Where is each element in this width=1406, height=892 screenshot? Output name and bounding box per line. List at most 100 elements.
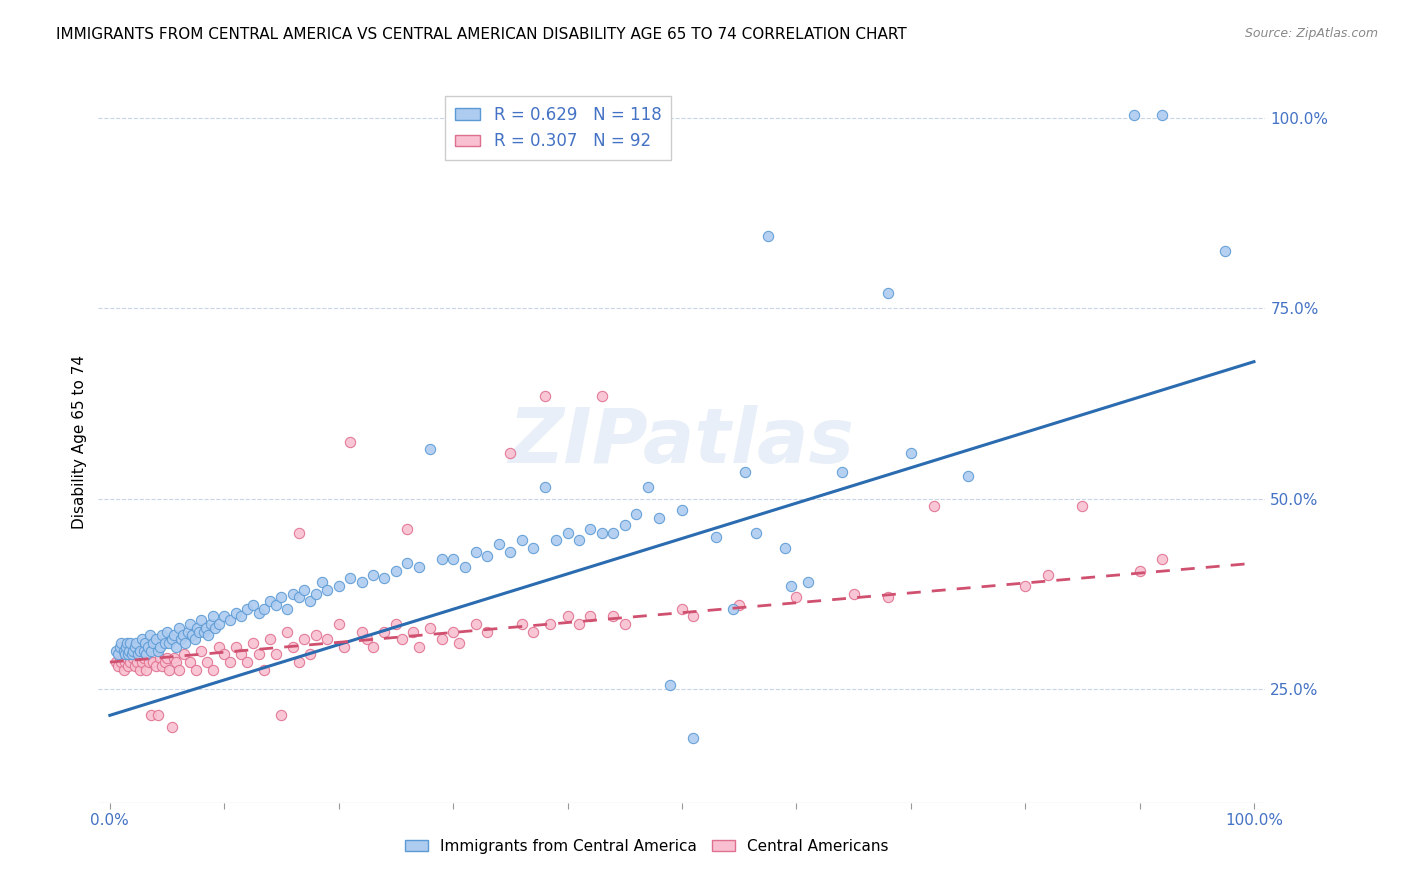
Point: [135, 648, 157, 662]
Point: [121, 651, 143, 665]
Point: [115, 640, 138, 654]
Point: [146, 643, 169, 657]
Point: [107, 648, 129, 662]
Point: [264, 648, 287, 662]
Point: [139, 643, 162, 657]
Point: [1152, 552, 1174, 566]
Point: [299, 594, 322, 608]
Point: [139, 628, 162, 642]
Point: [136, 640, 159, 654]
Point: [174, 636, 197, 650]
Point: [779, 579, 801, 593]
Point: [659, 678, 682, 692]
Point: [264, 598, 287, 612]
Point: [402, 624, 425, 639]
Point: [557, 525, 579, 540]
Point: [339, 434, 361, 449]
Point: [219, 655, 242, 669]
Point: [900, 446, 922, 460]
Point: [149, 640, 172, 654]
Point: [125, 636, 148, 650]
Point: [785, 591, 807, 605]
Point: [179, 617, 201, 632]
Point: [201, 663, 224, 677]
Point: [419, 442, 441, 457]
Point: [176, 624, 198, 639]
Point: [253, 602, 276, 616]
Y-axis label: Disability Age 65 to 74: Disability Age 65 to 74: [72, 354, 87, 529]
Point: [441, 552, 464, 566]
Point: [115, 636, 138, 650]
Point: [602, 609, 624, 624]
Point: [153, 636, 176, 650]
Point: [373, 571, 395, 585]
Point: [270, 591, 292, 605]
Point: [1014, 579, 1036, 593]
Point: [276, 602, 298, 616]
Point: [194, 621, 217, 635]
Point: [1122, 107, 1144, 121]
Point: [138, 655, 160, 669]
Point: [797, 575, 820, 590]
Point: [350, 575, 373, 590]
Point: [579, 522, 602, 536]
Point: [156, 651, 179, 665]
Point: [447, 636, 470, 650]
Point: [339, 571, 361, 585]
Point: [648, 510, 671, 524]
Point: [145, 632, 167, 647]
Point: [134, 651, 156, 665]
Point: [167, 663, 190, 677]
Point: [231, 648, 253, 662]
Point: [184, 663, 207, 677]
Point: [624, 507, 647, 521]
Point: [453, 560, 475, 574]
Point: [522, 624, 544, 639]
Point: [118, 643, 141, 657]
Point: [134, 636, 156, 650]
Point: [602, 525, 624, 540]
Point: [170, 632, 193, 647]
Point: [181, 628, 204, 642]
Point: [287, 525, 309, 540]
Point: [247, 648, 270, 662]
Point: [204, 621, 226, 635]
Point: [281, 640, 304, 654]
Point: [922, 499, 945, 513]
Point: [156, 624, 179, 639]
Point: [876, 591, 898, 605]
Point: [671, 602, 693, 616]
Point: [131, 632, 153, 647]
Point: [172, 628, 194, 642]
Point: [214, 609, 236, 624]
Point: [510, 533, 533, 548]
Point: [121, 648, 143, 662]
Point: [197, 628, 219, 642]
Point: [142, 636, 165, 650]
Point: [135, 663, 157, 677]
Point: [385, 617, 408, 632]
Point: [128, 643, 150, 657]
Point: [270, 708, 292, 723]
Point: [219, 613, 242, 627]
Point: [121, 643, 143, 657]
Point: [538, 617, 561, 632]
Point: [152, 659, 174, 673]
Point: [188, 624, 211, 639]
Point: [160, 632, 183, 647]
Point: [112, 643, 135, 657]
Point: [165, 655, 187, 669]
Point: [134, 643, 156, 657]
Point: [499, 446, 522, 460]
Point: [117, 648, 139, 662]
Point: [488, 537, 510, 551]
Point: [225, 606, 247, 620]
Point: [723, 602, 745, 616]
Point: [149, 651, 172, 665]
Point: [287, 655, 309, 669]
Point: [356, 632, 378, 647]
Point: [756, 229, 779, 244]
Point: [613, 518, 636, 533]
Point: [127, 648, 149, 662]
Point: [292, 582, 315, 597]
